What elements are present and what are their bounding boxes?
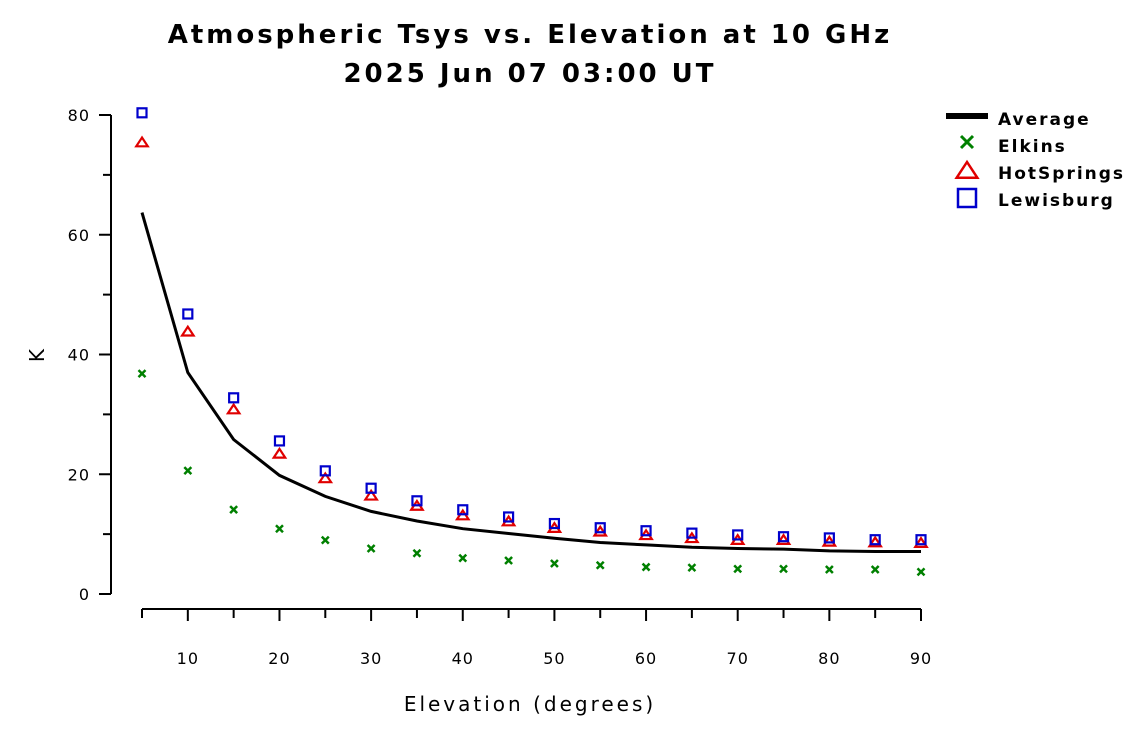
point-hotsprings bbox=[775, 533, 792, 545]
point-hotsprings bbox=[913, 536, 929, 548]
legend: Average Elkins HotSprings Lewisburg bbox=[946, 110, 1125, 211]
legend-swatch-lewisburg bbox=[956, 187, 978, 209]
point-elkins bbox=[458, 553, 468, 563]
point-elkins bbox=[137, 369, 147, 379]
legend-swatch-elkins bbox=[959, 134, 975, 150]
point-hotsprings bbox=[134, 135, 150, 148]
point-elkins bbox=[687, 563, 697, 573]
plot-area bbox=[134, 107, 929, 577]
legend-label-lewisburg: Lewisburg bbox=[998, 191, 1115, 211]
point-hotsprings bbox=[225, 402, 242, 415]
point-lewisburg bbox=[411, 495, 423, 507]
point-elkins bbox=[550, 559, 559, 568]
point-lewisburg bbox=[594, 522, 606, 534]
point-lewisburg bbox=[502, 511, 515, 523]
point-lewisburg bbox=[777, 531, 790, 543]
point-elkins bbox=[275, 524, 284, 534]
legend-label-hotsprings: HotSprings bbox=[998, 164, 1125, 184]
point-hotsprings bbox=[821, 534, 838, 547]
point-elkins bbox=[412, 548, 422, 558]
y-axis: 0 20 40 60 80 bbox=[68, 106, 112, 604]
point-lewisburg bbox=[915, 534, 927, 546]
point-lewisburg bbox=[319, 465, 331, 477]
x-tick-label: 40 bbox=[452, 649, 474, 668]
series-line-average bbox=[140, 212, 921, 553]
y-tick-label: 0 bbox=[79, 585, 90, 604]
x-axis: 10 20 30 40 50 60 70 80 90 bbox=[141, 608, 932, 668]
point-elkins bbox=[916, 567, 926, 577]
x-tick-label: 90 bbox=[910, 649, 932, 668]
legend-label-elkins: Elkins bbox=[998, 137, 1067, 157]
point-lewisburg bbox=[732, 529, 744, 541]
point-elkins bbox=[595, 560, 605, 570]
point-lewisburg bbox=[548, 517, 561, 530]
point-hotsprings bbox=[867, 535, 883, 548]
point-elkins bbox=[504, 556, 513, 565]
chart-title: Atmospheric Tsys vs. Elevation at 10 GHz bbox=[168, 20, 893, 50]
point-elkins bbox=[733, 564, 743, 574]
point-hotsprings bbox=[363, 488, 379, 501]
point-elkins bbox=[320, 535, 330, 545]
x-tick-label: 20 bbox=[268, 649, 290, 668]
point-elkins bbox=[183, 466, 193, 476]
point-elkins bbox=[641, 562, 651, 572]
point-lewisburg bbox=[640, 525, 652, 537]
x-tick-label: 70 bbox=[727, 649, 749, 668]
point-elkins bbox=[824, 565, 834, 574]
point-hotsprings bbox=[317, 471, 334, 484]
x-tick-label: 30 bbox=[360, 649, 382, 668]
point-elkins bbox=[229, 505, 239, 514]
point-hotsprings bbox=[592, 524, 609, 537]
x-tick-label: 60 bbox=[635, 649, 657, 668]
point-elkins bbox=[779, 564, 788, 574]
point-hotsprings bbox=[271, 446, 288, 459]
x-tick-label: 10 bbox=[177, 649, 199, 668]
point-lewisburg bbox=[457, 504, 469, 516]
point-lewisburg bbox=[228, 392, 240, 404]
y-axis-label: K bbox=[25, 346, 49, 362]
point-lewisburg bbox=[365, 482, 377, 494]
point-elkins bbox=[870, 565, 880, 574]
point-lewisburg bbox=[273, 435, 286, 447]
point-lewisburg bbox=[823, 532, 835, 544]
y-tick-label: 80 bbox=[68, 106, 90, 125]
x-tick-label: 50 bbox=[543, 649, 565, 668]
point-elkins bbox=[366, 544, 376, 553]
point-lewisburg bbox=[686, 527, 698, 539]
legend-swatch-hotsprings bbox=[954, 159, 980, 179]
point-lewisburg bbox=[869, 534, 881, 546]
chart-subtitle: 2025 Jun 07 03:00 UT bbox=[343, 59, 716, 89]
point-hotsprings bbox=[180, 324, 196, 337]
legend-label-average: Average bbox=[998, 110, 1091, 130]
y-tick-label: 20 bbox=[68, 465, 90, 484]
y-tick-label: 40 bbox=[68, 346, 90, 365]
x-axis-label: Elevation (degrees) bbox=[404, 692, 656, 716]
point-lewisburg bbox=[182, 308, 194, 320]
y-tick-label: 60 bbox=[68, 226, 90, 245]
point-lewisburg bbox=[136, 107, 148, 119]
x-tick-label: 80 bbox=[818, 649, 840, 668]
